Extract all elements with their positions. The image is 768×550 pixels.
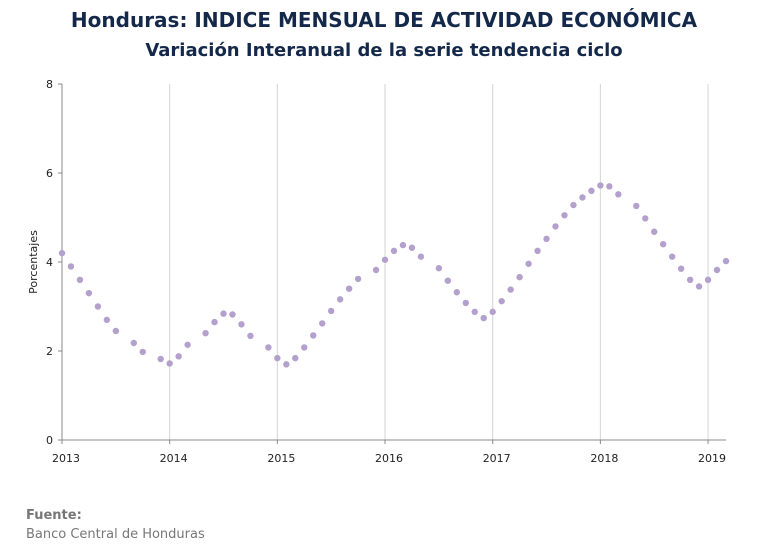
data-point [651,228,658,235]
data-point [390,247,398,255]
data-point [417,253,425,260]
y-tick-label: 0 [46,434,53,447]
data-point [534,247,541,255]
data-point [381,256,389,263]
data-point [319,320,326,327]
data-point [471,308,478,316]
data-point [704,276,712,283]
data-point [220,310,227,317]
data-point [606,183,613,190]
data-point [175,353,182,360]
data-point [94,303,102,310]
data-point [516,273,523,281]
x-tick-label: 2014 [160,452,188,465]
data-point [453,289,461,296]
data-point [354,275,362,283]
y-axis-label: Porcentajes [27,230,40,294]
x-tick-label: 2017 [483,452,511,465]
data-point [211,318,218,326]
data-point [184,341,191,348]
x-tick-label: 2015 [267,452,295,465]
data-point [408,244,416,251]
data-point [399,241,407,249]
data-point [372,266,380,274]
data-point [615,191,622,198]
x-tick-label: 2019 [698,452,726,465]
chart-subtitle: Variación Interanual de la serie tendenc… [145,40,623,61]
data-point [166,360,173,367]
data-point [552,223,559,230]
data-point [157,355,164,363]
data-point [543,235,550,243]
data-point [597,182,604,189]
y-tick-label: 6 [46,167,53,180]
y-tick-label: 2 [46,345,53,358]
data-point [283,361,290,368]
data-point [229,311,236,318]
data-point [103,316,111,324]
data-point [327,307,335,315]
data-point [292,354,299,362]
data-point [67,263,75,270]
data-point [498,297,505,305]
data-point [274,354,281,362]
data-point [668,253,676,260]
data-point [642,215,649,222]
source-label: Fuente: [26,508,82,523]
data-point [444,277,452,284]
x-tick-label: 2016 [375,452,403,465]
data-point [462,299,469,307]
data-point [588,187,595,194]
data-point [345,285,353,292]
source-value: Banco Central de Honduras [26,527,205,542]
data-point [58,249,66,257]
data-point [570,201,577,209]
data-point [202,330,209,337]
data-point [677,265,685,272]
data-point [130,339,137,347]
data-point [579,194,586,201]
data-point [507,286,514,293]
data-point [633,202,640,210]
data-point [139,348,146,356]
chart-title: Honduras: INDICE MENSUAL DE ACTIVIDAD EC… [70,8,698,32]
data-point [310,332,317,339]
data-point [525,260,532,267]
data-point [695,283,703,290]
data-point [85,289,93,297]
data-point [435,265,443,272]
data-point [336,296,344,303]
y-tick-label: 8 [46,78,53,91]
data-point [659,241,667,248]
data-point [76,276,84,283]
data-point [489,308,496,316]
data-point [686,276,694,283]
data-point [480,314,487,322]
chart-area: 0 2 4 6 8 2013 2014 2015 2016 2017 2018 2019 Porcent… [27,78,730,465]
data-point [247,332,254,340]
data-point [112,327,120,335]
x-tick-label: 2018 [590,452,618,465]
data-point [301,344,308,351]
data-point [265,344,272,351]
data-point [713,266,721,274]
x-tick-label: 2013 [52,452,80,465]
data-point [561,212,568,219]
y-tick-label: 4 [46,256,53,269]
data-point [722,257,730,265]
data-point [238,321,245,328]
